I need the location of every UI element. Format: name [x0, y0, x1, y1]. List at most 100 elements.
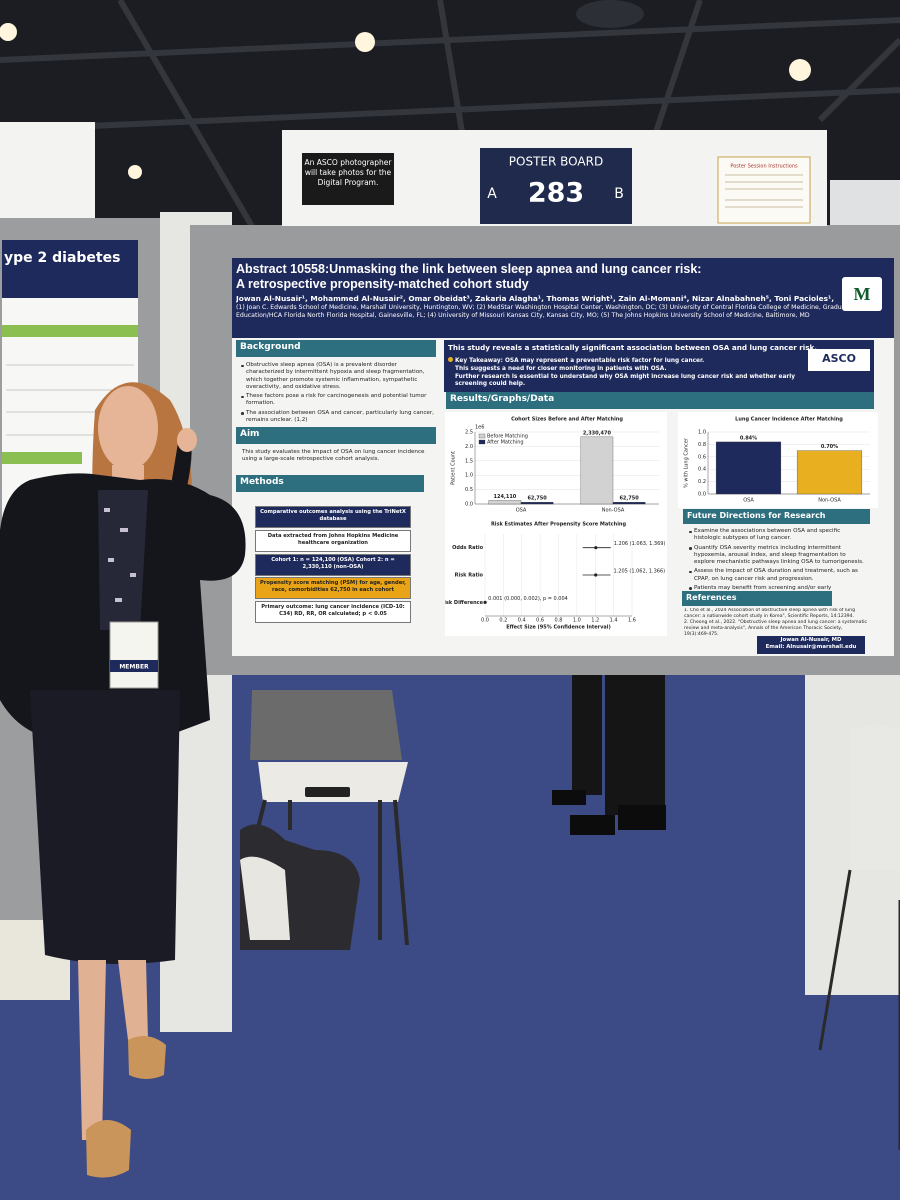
- y-tick-label: 0.6: [698, 454, 706, 460]
- estimate-point: [594, 573, 598, 577]
- y-tick-label: 0.4: [698, 467, 706, 473]
- chair-seat: [258, 762, 408, 802]
- chair-back: [250, 690, 402, 760]
- poster-authors: Jowan Al-Nusair¹, Mohammed Al-Nusair², O…: [236, 294, 836, 303]
- chart-bg: [445, 518, 667, 636]
- title-line: Abstract 10558:Unmasking the link betwee…: [236, 262, 702, 276]
- y-axis-label: % with Lung Cancer: [684, 437, 690, 488]
- y-tick-label: 0.0: [698, 492, 706, 498]
- y-tick-label: 0.5: [465, 487, 473, 493]
- data-label: 62,750: [619, 496, 639, 502]
- bar: [520, 502, 554, 505]
- takeaways: Key Takeaway: OSA may represent a preven…: [448, 357, 808, 389]
- legend-swatch: [478, 433, 486, 439]
- legend-label: After Matching: [487, 440, 524, 446]
- photographer-text: An ASCO photographer will take photos fo…: [304, 158, 392, 188]
- cohort-chart: Cohort Sizes Before and After Matching 1e…: [445, 412, 667, 518]
- x-tick-label: 1.4: [610, 618, 618, 624]
- phone: [305, 787, 350, 797]
- section-heading: Results/Graphs/Data: [446, 392, 874, 409]
- chart-bg: [445, 412, 667, 518]
- bar: [488, 500, 522, 505]
- bar: [580, 436, 614, 505]
- references-list: 1. Cho et al., 2024 Association of obstr…: [684, 608, 868, 638]
- y-axis-label: Patient Count: [451, 451, 457, 485]
- visitor-leg: [605, 675, 665, 815]
- takeaway: Further research is essential to underst…: [455, 373, 796, 388]
- left-sign: [0, 122, 95, 218]
- board-number: 283: [528, 178, 584, 209]
- method-step: Primary outcome: lung cancer incidence (…: [255, 601, 411, 623]
- asco-logo: ASCO: [808, 349, 870, 371]
- takeaway: This suggests a need for closer monitori…: [455, 365, 667, 372]
- y-tick-label: 0.2: [698, 479, 706, 485]
- x-tick-label: 0.8: [555, 618, 563, 624]
- dress: [30, 690, 180, 964]
- incidence-chart: Lung Cancer Incidence After Matching % wi…: [678, 412, 878, 508]
- bullet: Assess the impact of OSA duration and tr…: [688, 568, 868, 583]
- board-sign: [480, 148, 632, 224]
- badge-label: MEMBER: [119, 664, 149, 671]
- estimate-point: [594, 546, 598, 550]
- light: [789, 59, 811, 81]
- method-step: Comparative outcomes analysis using the …: [255, 506, 411, 528]
- x-tick-label: Non-OSA: [818, 498, 841, 504]
- chart-title: Risk Estimates After Propensity Score Ma…: [491, 522, 627, 528]
- takeaway: Key Takeaway: OSA may represent a preven…: [448, 357, 808, 366]
- x-tick-label: 1.2: [591, 618, 599, 624]
- floral-pattern: [104, 508, 136, 602]
- chart-title: Cohort Sizes Before and After Matching: [511, 417, 623, 423]
- photographer-sign: [302, 153, 394, 205]
- reference: 1. Cho et al., 2024 Association of obstr…: [684, 608, 856, 619]
- x-axis-label: Effect Size (95% Confidence Interval): [506, 625, 611, 631]
- x-tick-label: Non-OSA: [602, 508, 625, 514]
- y-tick-label: 2.0: [465, 444, 473, 450]
- x-tick-label: OSA: [743, 498, 754, 504]
- shoes: [86, 1036, 166, 1178]
- method-step: Propensity score matching (PSM) for age,…: [255, 577, 411, 599]
- board-left: A: [487, 186, 497, 202]
- floral-top: [98, 490, 148, 630]
- y-tick-label: 2.5: [465, 430, 473, 436]
- aim-text: This study evaluates the impact of OSA o…: [242, 449, 425, 463]
- left-poster-title: ype 2 diabetes: [4, 250, 120, 266]
- section-heading: Future Directions for Research: [683, 509, 870, 524]
- background-list: Obstructive sleep apnea (OSA) is a preva…: [240, 362, 436, 426]
- beams: [0, 0, 900, 242]
- contact-name: Jowan Al-Nusair, MD: [780, 637, 842, 643]
- logo: M: [842, 277, 882, 311]
- row-label: Risk Ratio: [455, 573, 484, 579]
- scale-label: 1e6: [475, 425, 484, 431]
- chair-right-legs: [818, 869, 900, 1150]
- poster-header: [232, 258, 894, 338]
- x-tick-label: 1.6: [628, 618, 636, 624]
- light: [355, 32, 375, 52]
- instructions-lines: [725, 174, 803, 208]
- chart-title: Lung Cancer Incidence After Matching: [735, 417, 843, 423]
- estimate-label: 1.206 (1.063, 1.369): [614, 541, 666, 547]
- bar: [612, 502, 646, 505]
- badge-strip: [110, 660, 158, 672]
- section-heading: References: [682, 591, 832, 606]
- x-tick-label: 1.0: [573, 618, 581, 624]
- legs: [78, 960, 148, 1140]
- forest-plot: Risk Estimates After Propensity Score Ma…: [445, 518, 667, 636]
- y-tick-label: 0.8: [698, 442, 706, 448]
- banner: [444, 340, 874, 392]
- x-tick-label: 0.2: [499, 618, 507, 624]
- method-step: Cohort 1: n = 124,100 (OSA) Cohort 2: n …: [255, 554, 411, 576]
- bullet: Examine the associations between OSA and…: [688, 528, 868, 543]
- y-tick-label: 1.0: [698, 430, 706, 436]
- speaker: [576, 0, 644, 28]
- y-tick-label: 0.0: [465, 502, 473, 508]
- legend-label: Before Matching: [487, 434, 528, 440]
- x-tick-label: 0.6: [536, 618, 544, 624]
- board-label: POSTER BOARD: [509, 155, 603, 169]
- bar: [715, 441, 782, 495]
- reference: 2. Cheong et al., 2022. "Obstructive sle…: [684, 619, 868, 637]
- bullet: Quantify OSA severity metrics including …: [688, 545, 868, 567]
- data-label: 2,330,470: [583, 430, 612, 436]
- visitor-leg: [572, 675, 602, 795]
- section-heading: Methods: [236, 475, 424, 492]
- left-poster-band: [2, 325, 138, 337]
